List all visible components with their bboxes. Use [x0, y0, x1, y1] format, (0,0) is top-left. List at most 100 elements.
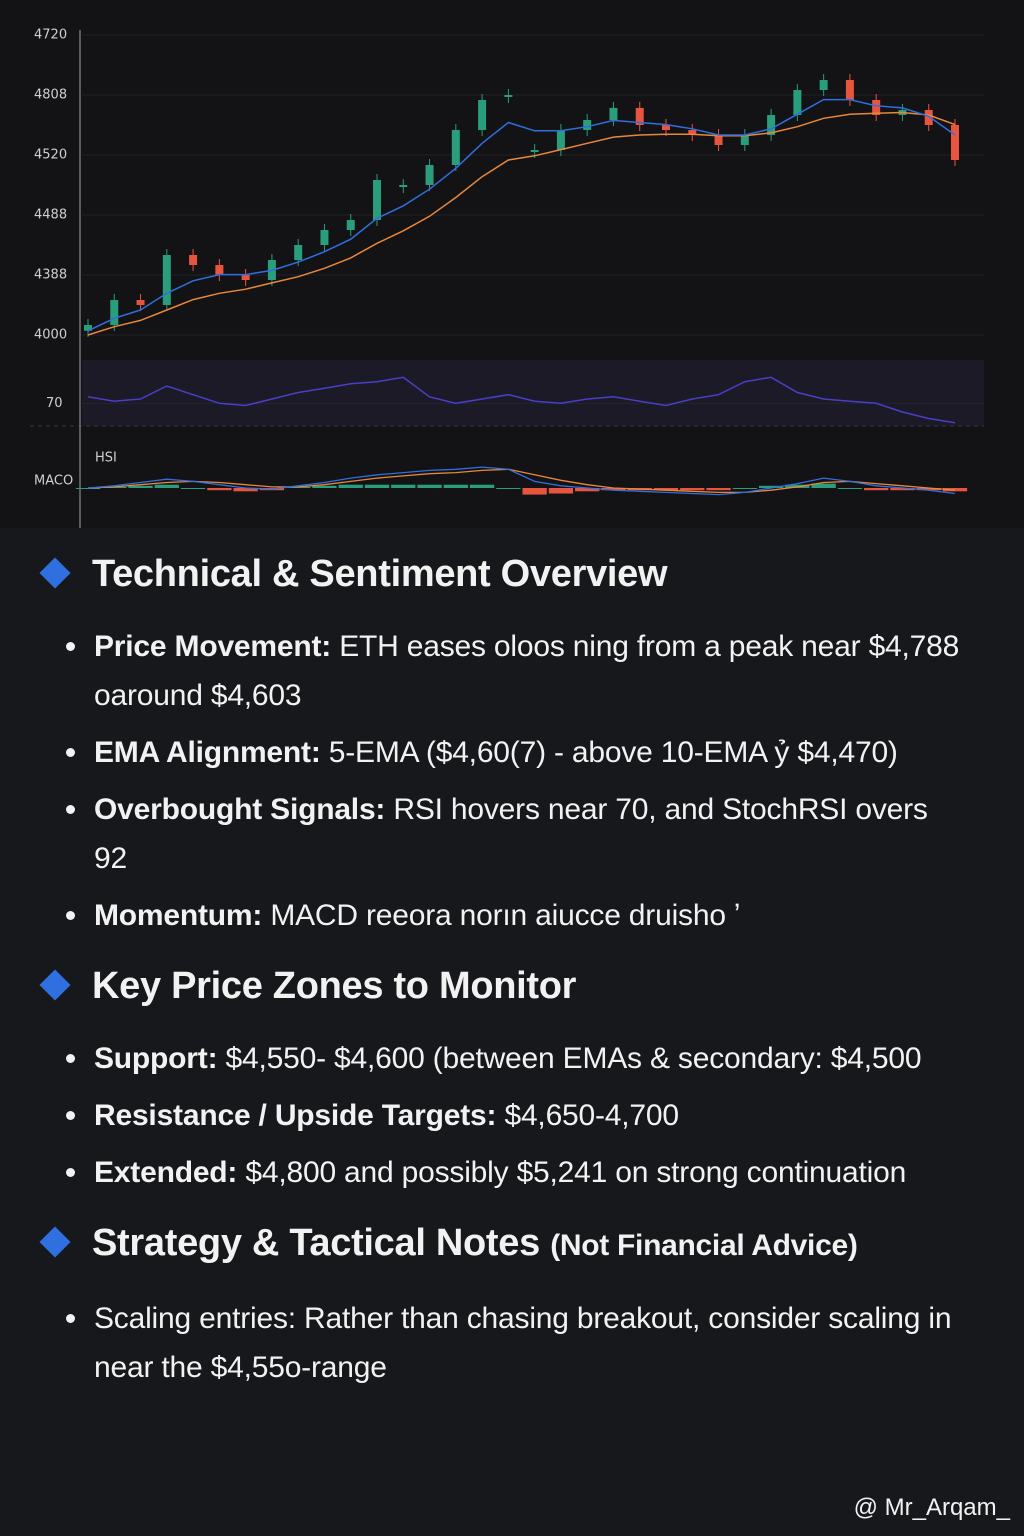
candle [162, 255, 171, 305]
candle [346, 220, 355, 230]
chart-background [0, 0, 1024, 528]
section-title-text: Strategy & Tactical Notes [92, 1222, 540, 1264]
ema-slow [87, 111, 956, 336]
rsi-band [82, 360, 984, 426]
bullet: Resistance / Upside Targets: $4,650-4,70… [66, 1091, 964, 1140]
macd-hist [417, 484, 442, 488]
y-tick-label: 4000 [34, 328, 67, 343]
diamond-icon [39, 557, 71, 589]
candle [294, 245, 303, 260]
rsi-line [87, 376, 956, 424]
candle [793, 90, 802, 115]
bullet-label: EMA Alignment: [94, 736, 321, 769]
section-title-text: Key Price Zones to Monitor [92, 965, 577, 1007]
candle [320, 230, 329, 245]
rsi-title: HSI [95, 451, 117, 466]
bullet-list: Price Movement: ETH eases oloos ning fro… [0, 622, 1024, 940]
macd-hist [469, 484, 495, 488]
candle [845, 80, 854, 100]
bullet-label: Price Movement: [94, 630, 332, 663]
macd-hist [837, 488, 863, 489]
diamond-icon [39, 1226, 71, 1258]
bullet-text: $4,650-4,700 [496, 1099, 679, 1132]
y-tick-label: 4720 [34, 28, 67, 43]
bullet: Scaling entries: Rather than chasing bre… [66, 1294, 964, 1392]
bullet-text: ETH eases oloos ning from a peak near $4… [94, 630, 960, 712]
macd-hist [128, 485, 153, 488]
candle [215, 265, 224, 275]
candle [662, 125, 670, 130]
macd-hist [653, 488, 679, 491]
chart: HSI MACO 4720 4808 4520 4488 4388 4000 70 [0, 0, 1024, 528]
macd-hist [75, 488, 101, 489]
macd-hist [391, 484, 416, 488]
macd-hist [496, 488, 521, 489]
bullet: EMA Alignment: 5-EMA ($4,60(7) - above 1… [66, 728, 964, 777]
y-tick-label: 4808 [34, 88, 67, 103]
macd-hist [601, 488, 626, 491]
candle [451, 130, 460, 165]
section-title: Technical & Sentiment Overview [39, 548, 1024, 600]
candle [425, 165, 434, 185]
candle [924, 110, 933, 125]
macd-hist [680, 488, 705, 491]
bullet-text: Scaling entries: Rather than chasing bre… [94, 1302, 952, 1384]
bullet-text: $4,550- $4,600 (between EMAs & secondary… [217, 1042, 922, 1075]
candle [478, 100, 487, 130]
bullet: Extended: $4,800 and possibly $5,241 on … [66, 1148, 964, 1197]
bullet: Price Movement: ETH eases oloos ning fro… [66, 622, 964, 720]
bullet-text: $4,800 and possibly $5,241 on strong con… [237, 1156, 907, 1189]
candle [530, 150, 539, 152]
bullet-list: Scaling entries: Rather than chasing bre… [0, 1294, 1024, 1392]
candle [189, 255, 198, 265]
y-tick-label: 4388 [34, 268, 67, 283]
candle [110, 300, 119, 325]
candle [84, 325, 92, 331]
bullet-label: Momentum: [94, 899, 263, 932]
candle [136, 300, 145, 305]
macd-line [87, 466, 956, 496]
section-title: Key Price Zones to Monitor [39, 960, 1024, 1012]
y-tick-label: 4488 [34, 208, 67, 223]
bullet: Momentum: MACD reeora norın aiucce druis… [66, 891, 964, 940]
rsi-level-label: 70 [46, 396, 63, 411]
macd-hist [312, 485, 337, 488]
macd-hist [575, 488, 600, 492]
candle [714, 135, 723, 145]
bullet-list: Support: $4,550- $4,600 (between EMAs & … [0, 1034, 1024, 1197]
candle [609, 107, 618, 120]
candle [872, 100, 881, 115]
ema-fast [87, 98, 956, 332]
bullet-label: Extended: [94, 1156, 238, 1189]
candle [241, 275, 250, 280]
macd-hist [732, 488, 757, 489]
bullet-label: Resistance / Upside Targets: [94, 1099, 497, 1132]
candle [583, 120, 592, 130]
bullet-text: RSI hovers near 70, and StochRSI overs 9… [94, 793, 928, 875]
macd-hist [180, 488, 206, 489]
candle [504, 95, 513, 97]
macd-hist [364, 484, 390, 488]
y-tick-label: 4520 [34, 148, 67, 163]
bullet: Overbought Signals: RSI hovers near 70, … [66, 785, 964, 883]
macd-hist [916, 488, 941, 491]
macd-hist [154, 484, 179, 488]
candle [688, 130, 697, 135]
macd-hist [811, 483, 836, 488]
macd-hist [443, 484, 468, 488]
section-note: (Not Financial Advice) [550, 1229, 858, 1262]
candle [635, 107, 644, 125]
macd-signal [87, 468, 956, 494]
macd-hist [207, 488, 232, 491]
macd-hist [706, 488, 731, 491]
diamond-icon [39, 969, 71, 1001]
text-body: Technical & Sentiment Overview Price Move… [0, 540, 1024, 1412]
macd-hist [548, 488, 574, 494]
candle [951, 125, 959, 160]
bullet-text: MACD reeora norın aiucce druisho ʼ [262, 899, 741, 932]
candle [767, 115, 776, 135]
section-title: Strategy & Tactical Notes (Not Financial… [39, 1217, 1024, 1272]
bullet-text: 5-EMA ($4,60(7) - above 10-EMA ỷ $4,470) [320, 736, 898, 769]
macd-hist [890, 488, 915, 491]
